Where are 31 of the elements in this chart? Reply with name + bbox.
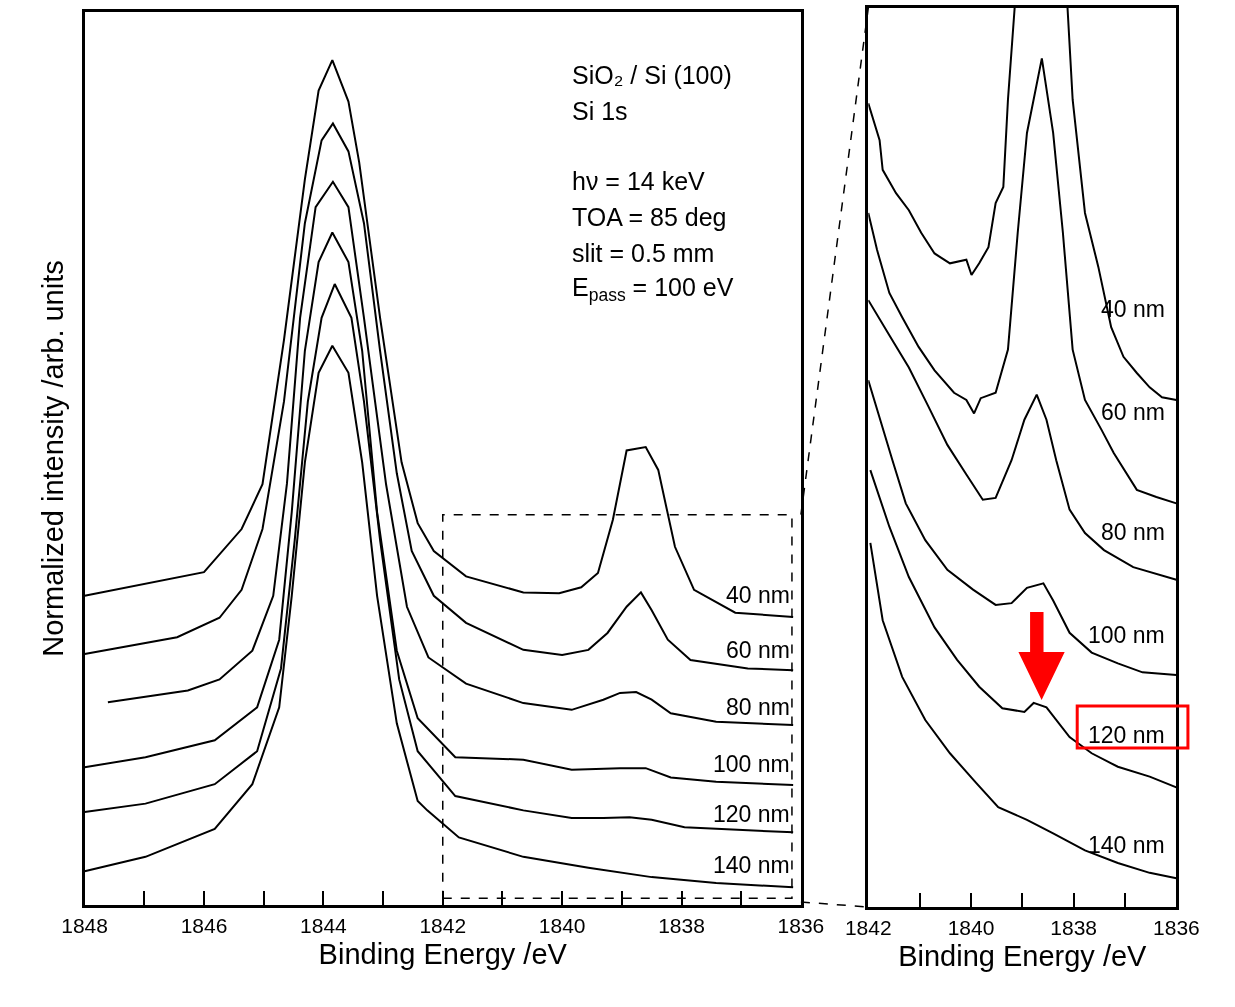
annotation: SiO₂ / Si (100) xyxy=(572,61,732,89)
series-label: 100 nm xyxy=(1088,622,1165,648)
x-tick-label: 1846 xyxy=(180,914,228,938)
series-label: 40 nm xyxy=(726,582,790,608)
annotation: slit = 0.5 mm xyxy=(572,239,715,267)
series-label: 80 nm xyxy=(726,694,790,720)
x-tick-label: 1848 xyxy=(61,914,108,938)
x-tick-label: 1840 xyxy=(947,916,995,940)
annotation: TOA = 85 deg xyxy=(572,203,727,231)
x-axis-title: Binding Energy /eV xyxy=(898,940,1148,972)
series-label: 60 nm xyxy=(1101,399,1165,425)
x-tick-label: 1840 xyxy=(538,914,586,938)
x-axis-title: Binding Energy /eV xyxy=(318,938,568,970)
x-tick-label: 1842 xyxy=(844,916,892,940)
series-label: 140 nm xyxy=(1088,832,1165,858)
x-tick-label: 1844 xyxy=(300,914,348,938)
series-label: 60 nm xyxy=(726,637,790,663)
series-label: 120 nm xyxy=(713,801,790,827)
series-label: 100 nm xyxy=(713,751,790,777)
x-tick-label: 1836 xyxy=(777,914,825,938)
x-tick-label: 1838 xyxy=(658,914,705,938)
annotation: E$_{pass}$ = 100 eV xyxy=(572,273,734,306)
x-tick-label: 1842 xyxy=(419,914,467,938)
series-label: 120 nm xyxy=(1088,722,1165,748)
y-axis-title: Normalized intensity /arb. units xyxy=(36,260,69,657)
x-tick-label: 1836 xyxy=(1153,916,1200,940)
x-tick-label: 1838 xyxy=(1050,916,1098,940)
series-label: 140 nm xyxy=(713,852,790,878)
annotation: Si 1s xyxy=(572,97,628,125)
annotation: hν = 14 keV xyxy=(572,167,706,195)
series-label: 80 nm xyxy=(1101,519,1165,545)
